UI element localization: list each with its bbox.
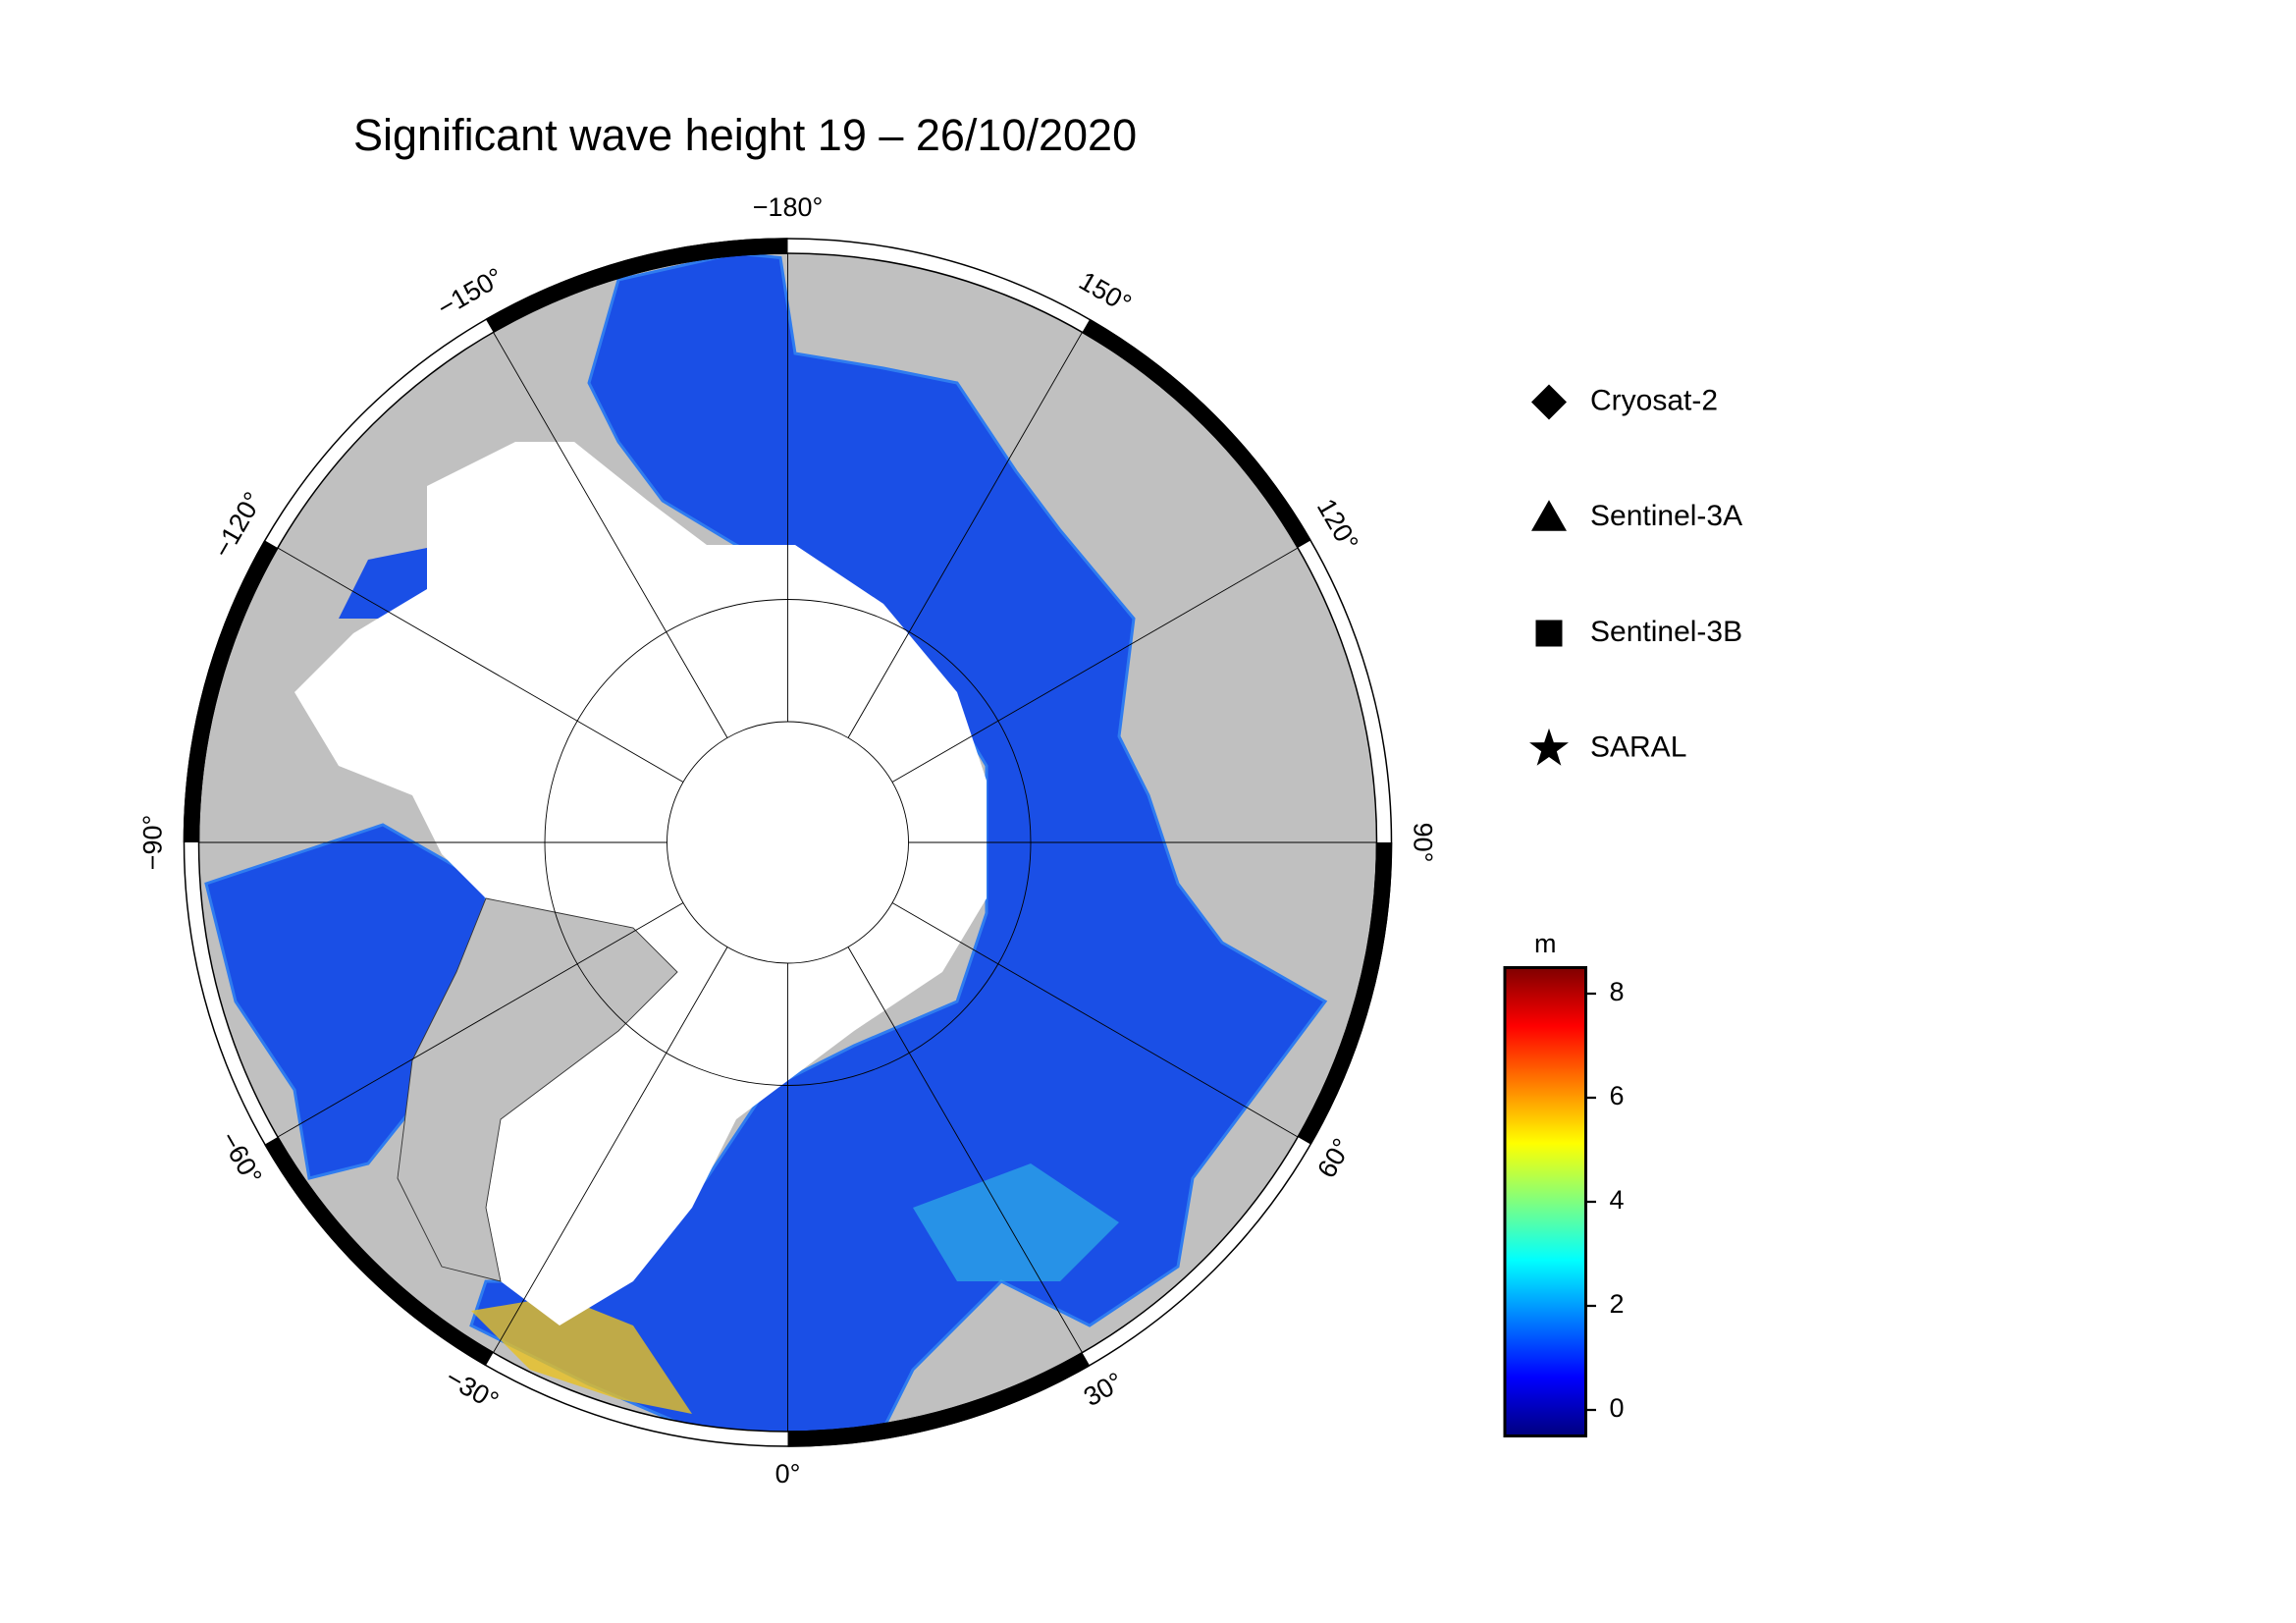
colorbar-tick-label: 8 — [1610, 977, 1625, 1006]
legend-label: Sentinel-3A — [1590, 500, 1742, 532]
lon-label: 30° — [1079, 1367, 1128, 1412]
ocean-moderate-waves — [913, 1163, 1120, 1281]
lon-label: 150° — [1074, 266, 1136, 319]
frame-black-segment — [183, 540, 279, 843]
meridian — [493, 332, 728, 738]
frame-segments — [183, 238, 1393, 1447]
frame-black-segment — [1082, 318, 1311, 549]
colorbar-tick-label: 6 — [1610, 1081, 1625, 1110]
colorbar-unit: m — [1534, 929, 1557, 958]
meridian — [847, 947, 1083, 1353]
sea-ice — [294, 442, 988, 1325]
colorbar-tick-label: 4 — [1610, 1185, 1625, 1215]
legend-label: Sentinel-3B — [1590, 616, 1742, 648]
frame-black-segment — [485, 238, 788, 334]
meridian — [891, 547, 1299, 783]
lon-label: 0° — [775, 1459, 801, 1488]
greenland — [397, 897, 678, 1282]
legend-label: SARAL — [1590, 731, 1686, 764]
meridian — [277, 902, 684, 1138]
ocean-high-waves — [471, 1296, 693, 1414]
legend-label: Cryosat-2 — [1590, 384, 1718, 416]
legend-marker — [1529, 728, 1569, 766]
map-title: Significant wave height 19 – 26/10/2020 — [353, 110, 1137, 160]
meridian — [493, 947, 728, 1353]
lon-label: −180° — [753, 192, 824, 222]
meridian — [847, 332, 1083, 738]
colorbar-tick-label: 0 — [1610, 1393, 1625, 1423]
colorbar-tick-label: 2 — [1610, 1289, 1625, 1319]
graticule — [198, 253, 1377, 1432]
colorbar-gradient — [1503, 966, 1588, 1437]
frame-black-segment — [787, 1351, 1091, 1447]
lon-label: 120° — [1311, 494, 1364, 556]
legend-marker — [1531, 500, 1568, 531]
meridian — [891, 902, 1299, 1138]
colorbar: m 0 2 4 6 8 — [1503, 929, 1625, 1437]
frame-black-segment — [264, 1136, 494, 1367]
lon-label: 60° — [1311, 1133, 1357, 1182]
frame-black-segment — [1297, 841, 1393, 1145]
legend-marker — [1535, 620, 1563, 647]
legend-marker — [1531, 384, 1568, 420]
meridian — [277, 547, 684, 783]
lon-label: −90° — [138, 815, 168, 871]
lon-label: 90° — [1408, 823, 1437, 863]
legend: Cryosat-2 Sentinel-3A Sentinel-3B SARAL — [1529, 384, 1742, 766]
